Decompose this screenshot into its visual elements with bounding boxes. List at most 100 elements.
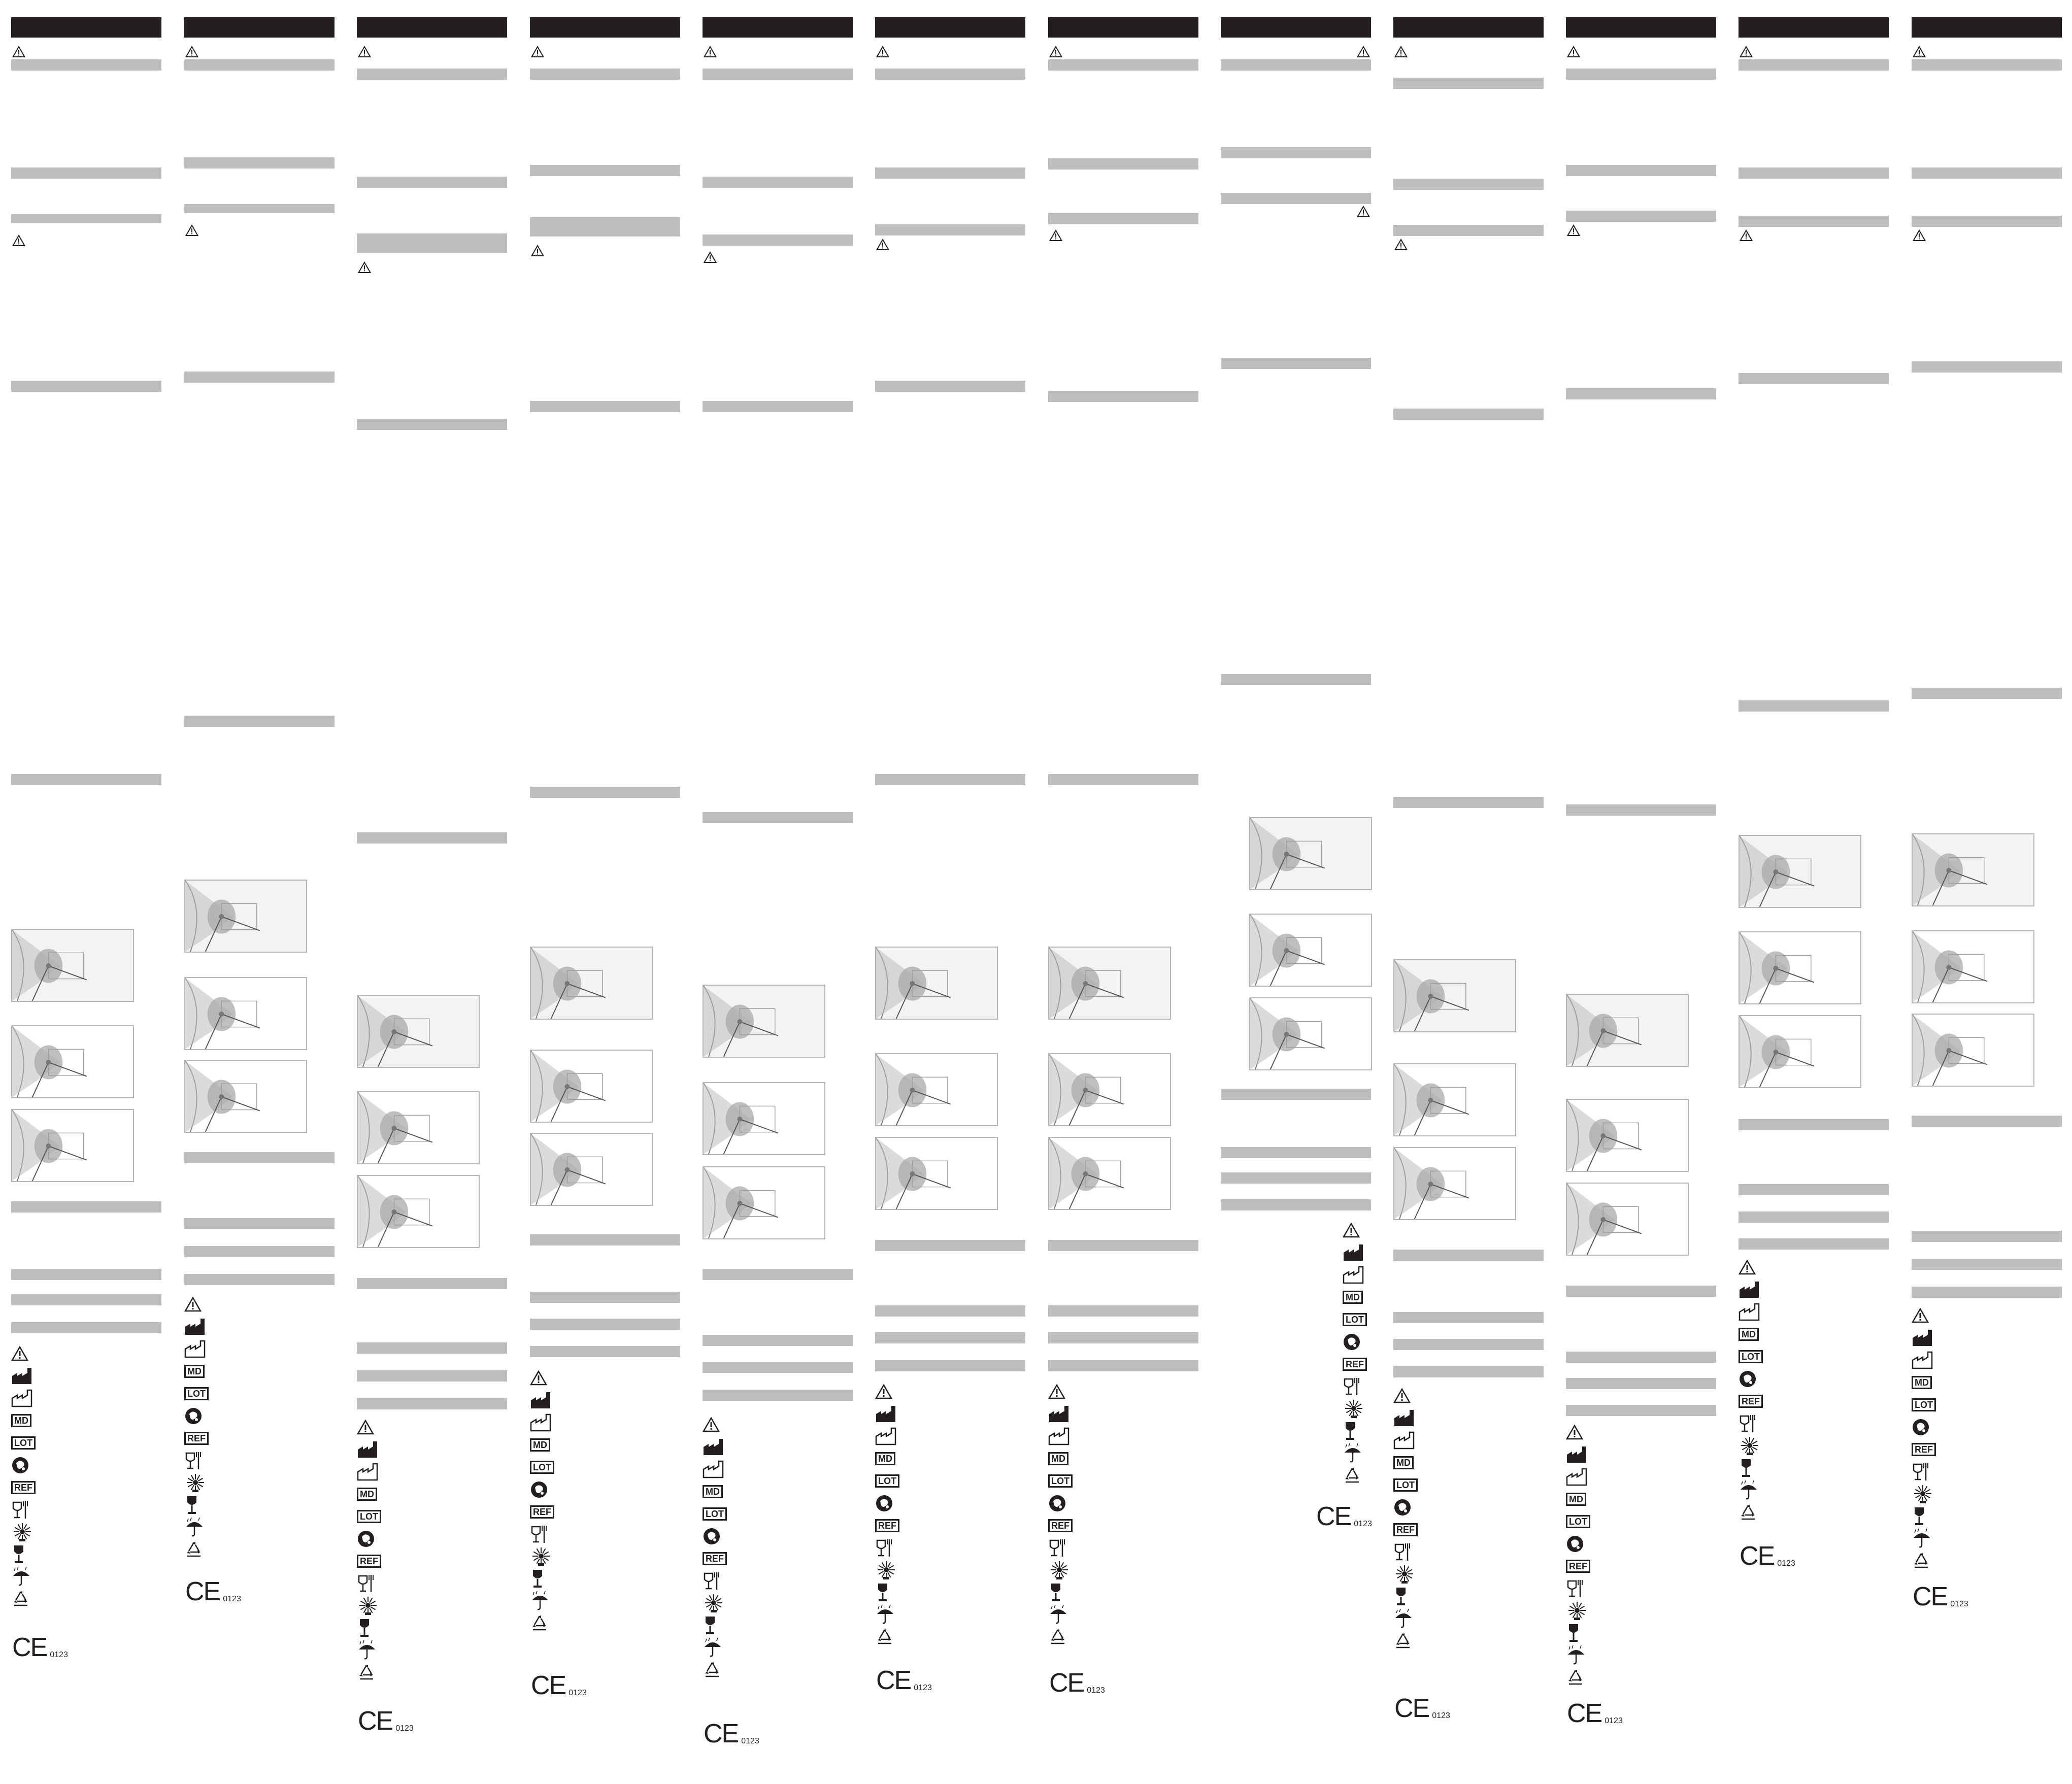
medical-device-label: MD (1343, 1291, 1363, 1304)
notified-body-number: 0123 (1605, 1716, 1623, 1725)
section-heading-bar (1048, 1332, 1198, 1343)
recyclable-icon (1739, 1502, 1765, 1524)
medical-device-icon: MD (875, 1448, 901, 1470)
leaflet-column-2: MD LOT REF CE 0123 (184, 0, 335, 1784)
reference-number-icon: REF (530, 1501, 556, 1523)
fragile-icon (184, 1494, 211, 1517)
recyclable-icon (1343, 1465, 1369, 1487)
food-safe-icon (1343, 1375, 1369, 1398)
fragile-icon (703, 1614, 729, 1637)
section-heading-bar (11, 59, 161, 71)
lot-number-icon: LOT (1912, 1394, 1938, 1416)
instruction-illustration-2 (875, 1053, 998, 1126)
section-heading-bar (357, 233, 507, 253)
instruction-illustration-2 (1393, 1063, 1516, 1136)
reference-number-label: REF (1343, 1358, 1367, 1371)
reference-number-label: REF (357, 1555, 381, 1568)
medical-device-icon: MD (1343, 1286, 1369, 1308)
lot-number-label: LOT (1739, 1350, 1763, 1363)
section-heading-bar (875, 1240, 1025, 1251)
column-header-bar (875, 17, 1025, 38)
section-heading-bar (1739, 1184, 1889, 1195)
section-heading-bar (530, 401, 680, 412)
symbol-legend: MD LOT REF (1393, 1385, 1424, 1653)
section-heading-bar (1048, 391, 1198, 402)
lot-number-label: LOT (875, 1474, 899, 1488)
section-heading-bar (875, 774, 1025, 785)
fragile-icon (1739, 1457, 1765, 1479)
section-heading-bar (184, 716, 335, 727)
section-heading-bar (1912, 361, 2062, 373)
medical-device-label: MD (703, 1485, 723, 1498)
section-heading-bar (703, 234, 853, 246)
date-of-manufacture-icon (1343, 1264, 1369, 1286)
lot-number-icon: LOT (1343, 1308, 1369, 1331)
section-heading-bar (1221, 59, 1371, 71)
keep-away-from-sunlight-icon (1393, 1563, 1420, 1586)
instruction-illustration-1 (11, 929, 134, 1002)
section-heading-bar (1566, 165, 1716, 176)
section-heading-bar (1393, 225, 1544, 236)
date-of-manufacture-icon (11, 1387, 38, 1409)
reference-number-icon: REF (1393, 1519, 1420, 1541)
section-heading-bar (1912, 1231, 2062, 1242)
medical-device-label: MD (1393, 1456, 1414, 1469)
lot-number-label: LOT (1048, 1474, 1073, 1488)
notified-body-number: 0123 (914, 1684, 932, 1692)
lot-number-icon: LOT (1393, 1474, 1420, 1496)
section-heading-bar (11, 167, 161, 179)
section-heading-bar (1048, 158, 1198, 170)
section-heading-bar (530, 1346, 680, 1357)
latex-free-icon (1343, 1331, 1369, 1353)
section-heading-bar (1739, 700, 1889, 712)
caution-icon (357, 1416, 383, 1438)
reference-number-icon: REF (1566, 1555, 1592, 1577)
food-safe-icon (11, 1499, 38, 1521)
latex-free-icon (1566, 1533, 1592, 1555)
instruction-illustration-1 (184, 880, 307, 953)
warning-icon (1567, 224, 1580, 237)
ce-mark: CE 0123 (1049, 1670, 1105, 1696)
notified-body-number: 0123 (569, 1689, 587, 1697)
symbol-legend: MD LOT REF (703, 1413, 733, 1681)
warning-icon (1913, 46, 1926, 58)
symbol-legend: MD LOT REF (1739, 1256, 1769, 1524)
latex-free-icon (1048, 1492, 1075, 1514)
manufacturer-icon (530, 1389, 556, 1411)
keep-dry-icon (875, 1604, 901, 1626)
ce-mark: CE 0123 (876, 1667, 932, 1694)
medical-device-icon: MD (1739, 1323, 1765, 1345)
section-heading-bar (1739, 373, 1889, 384)
reference-number-icon: REF (184, 1427, 211, 1450)
recyclable-icon (357, 1662, 383, 1684)
symbol-legend: MD LOT REF (357, 1416, 387, 1684)
leaflet-column-10: MD LOT REF CE 0123 (1566, 0, 1716, 1784)
latex-free-icon (703, 1525, 729, 1547)
keep-dry-icon (703, 1637, 729, 1659)
leaflet-column-11: MD LOT REF CE 0123 (1739, 0, 1889, 1784)
leaflet-column-12: MD LOT REF CE 0123 (1912, 0, 2062, 1784)
section-heading-bar (703, 401, 853, 412)
section-heading-bar (1393, 78, 1544, 89)
keep-dry-icon (1739, 1479, 1765, 1502)
keep-dry-icon (1912, 1528, 1938, 1550)
ce-mark-letters: CE (12, 1633, 48, 1662)
instruction-illustration-1 (1566, 994, 1689, 1067)
instruction-illustration-2 (11, 1025, 134, 1098)
section-heading-bar (875, 167, 1025, 179)
latex-free-icon (184, 1405, 211, 1427)
column-header-bar (357, 17, 507, 38)
instruction-illustration-1 (1912, 833, 2034, 906)
date-of-manufacture-icon (1048, 1425, 1075, 1448)
lot-number-icon: LOT (1739, 1345, 1765, 1368)
medical-device-icon: MD (1393, 1452, 1420, 1474)
lot-number-label: LOT (1566, 1515, 1590, 1528)
medical-device-label: MD (1739, 1328, 1759, 1341)
keep-dry-icon (184, 1517, 211, 1539)
section-heading-bar (530, 1292, 680, 1303)
section-heading-bar (1221, 1147, 1371, 1158)
manufacturer-icon (357, 1438, 383, 1461)
instruction-illustration-3 (1048, 1137, 1171, 1210)
symbol-legend: MD LOT REF (1912, 1304, 1942, 1572)
leaflet-column-7: MD LOT REF CE 0123 (1048, 0, 1198, 1784)
